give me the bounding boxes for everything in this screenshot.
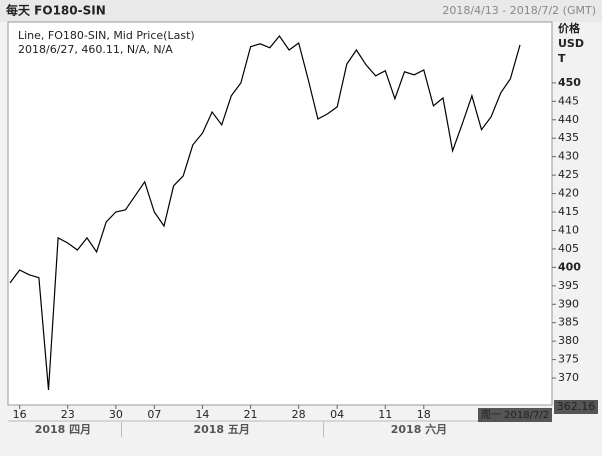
y-tick-label: 430 <box>558 150 579 163</box>
axis-unit: 价格 <box>558 21 581 35</box>
x-tick-label: 21 <box>244 408 258 421</box>
y-tick-label: 385 <box>558 316 579 329</box>
legend <box>9 23 177 57</box>
y-tick-label: 435 <box>558 131 579 144</box>
y-tick-label: 450 <box>558 76 581 89</box>
crosshair-date-box <box>478 408 552 422</box>
month-label: 2018 五月 <box>193 423 249 436</box>
title-bar <box>0 0 602 22</box>
legend-text: Line, FO180-SIN, Mid Price(Last) <box>18 29 195 42</box>
month-label: 2018 四月 <box>35 423 91 436</box>
x-tick-label: 04 <box>330 408 344 421</box>
month-label: 2018 六月 <box>391 422 447 436</box>
crosshair-value: 362.16 <box>557 400 596 413</box>
y-tick-label: 415 <box>558 205 579 218</box>
y-tick-label: 420 <box>558 187 579 200</box>
price-line <box>9 35 521 390</box>
date-range: 2018/4/13 - 2018/7/2 (GMT) <box>442 4 596 17</box>
y-tick-label: 410 <box>558 223 579 236</box>
y-tick-label: 400 <box>558 260 581 273</box>
y-tick-label: 390 <box>558 297 579 310</box>
x-tick-label: 11 <box>378 408 392 421</box>
x-tick-label: 16 <box>13 408 27 421</box>
crosshair-date: 周一 2018/7/2 <box>481 409 549 421</box>
axis-unit: T <box>558 52 566 65</box>
y-tick-label: 440 <box>558 113 579 126</box>
plot-area <box>7 21 553 406</box>
y-tick-label: 380 <box>558 334 579 347</box>
x-tick-label: 18 <box>417 408 431 421</box>
crosshair-value-box <box>554 399 598 414</box>
x-tick-label: 07 <box>147 408 161 421</box>
axis-unit: USD <box>558 37 584 50</box>
x-tick-label: 23 <box>61 408 75 421</box>
legend-text: 2018/6/27, 460.11, N/A, N/A <box>18 43 173 56</box>
y-tick-label: 375 <box>558 353 579 366</box>
x-tick-label: 28 <box>292 408 306 421</box>
x-tick-label: 30 <box>109 408 123 421</box>
y-tick-label: 370 <box>558 371 579 384</box>
y-tick-label: 395 <box>558 279 579 292</box>
chart-title: 每天 FO180-SIN <box>6 3 106 18</box>
x-tick-label: 14 <box>195 408 209 421</box>
y-tick-label: 405 <box>558 242 579 255</box>
y-tick-label: 425 <box>558 168 579 181</box>
y-tick-label: 445 <box>558 94 579 107</box>
